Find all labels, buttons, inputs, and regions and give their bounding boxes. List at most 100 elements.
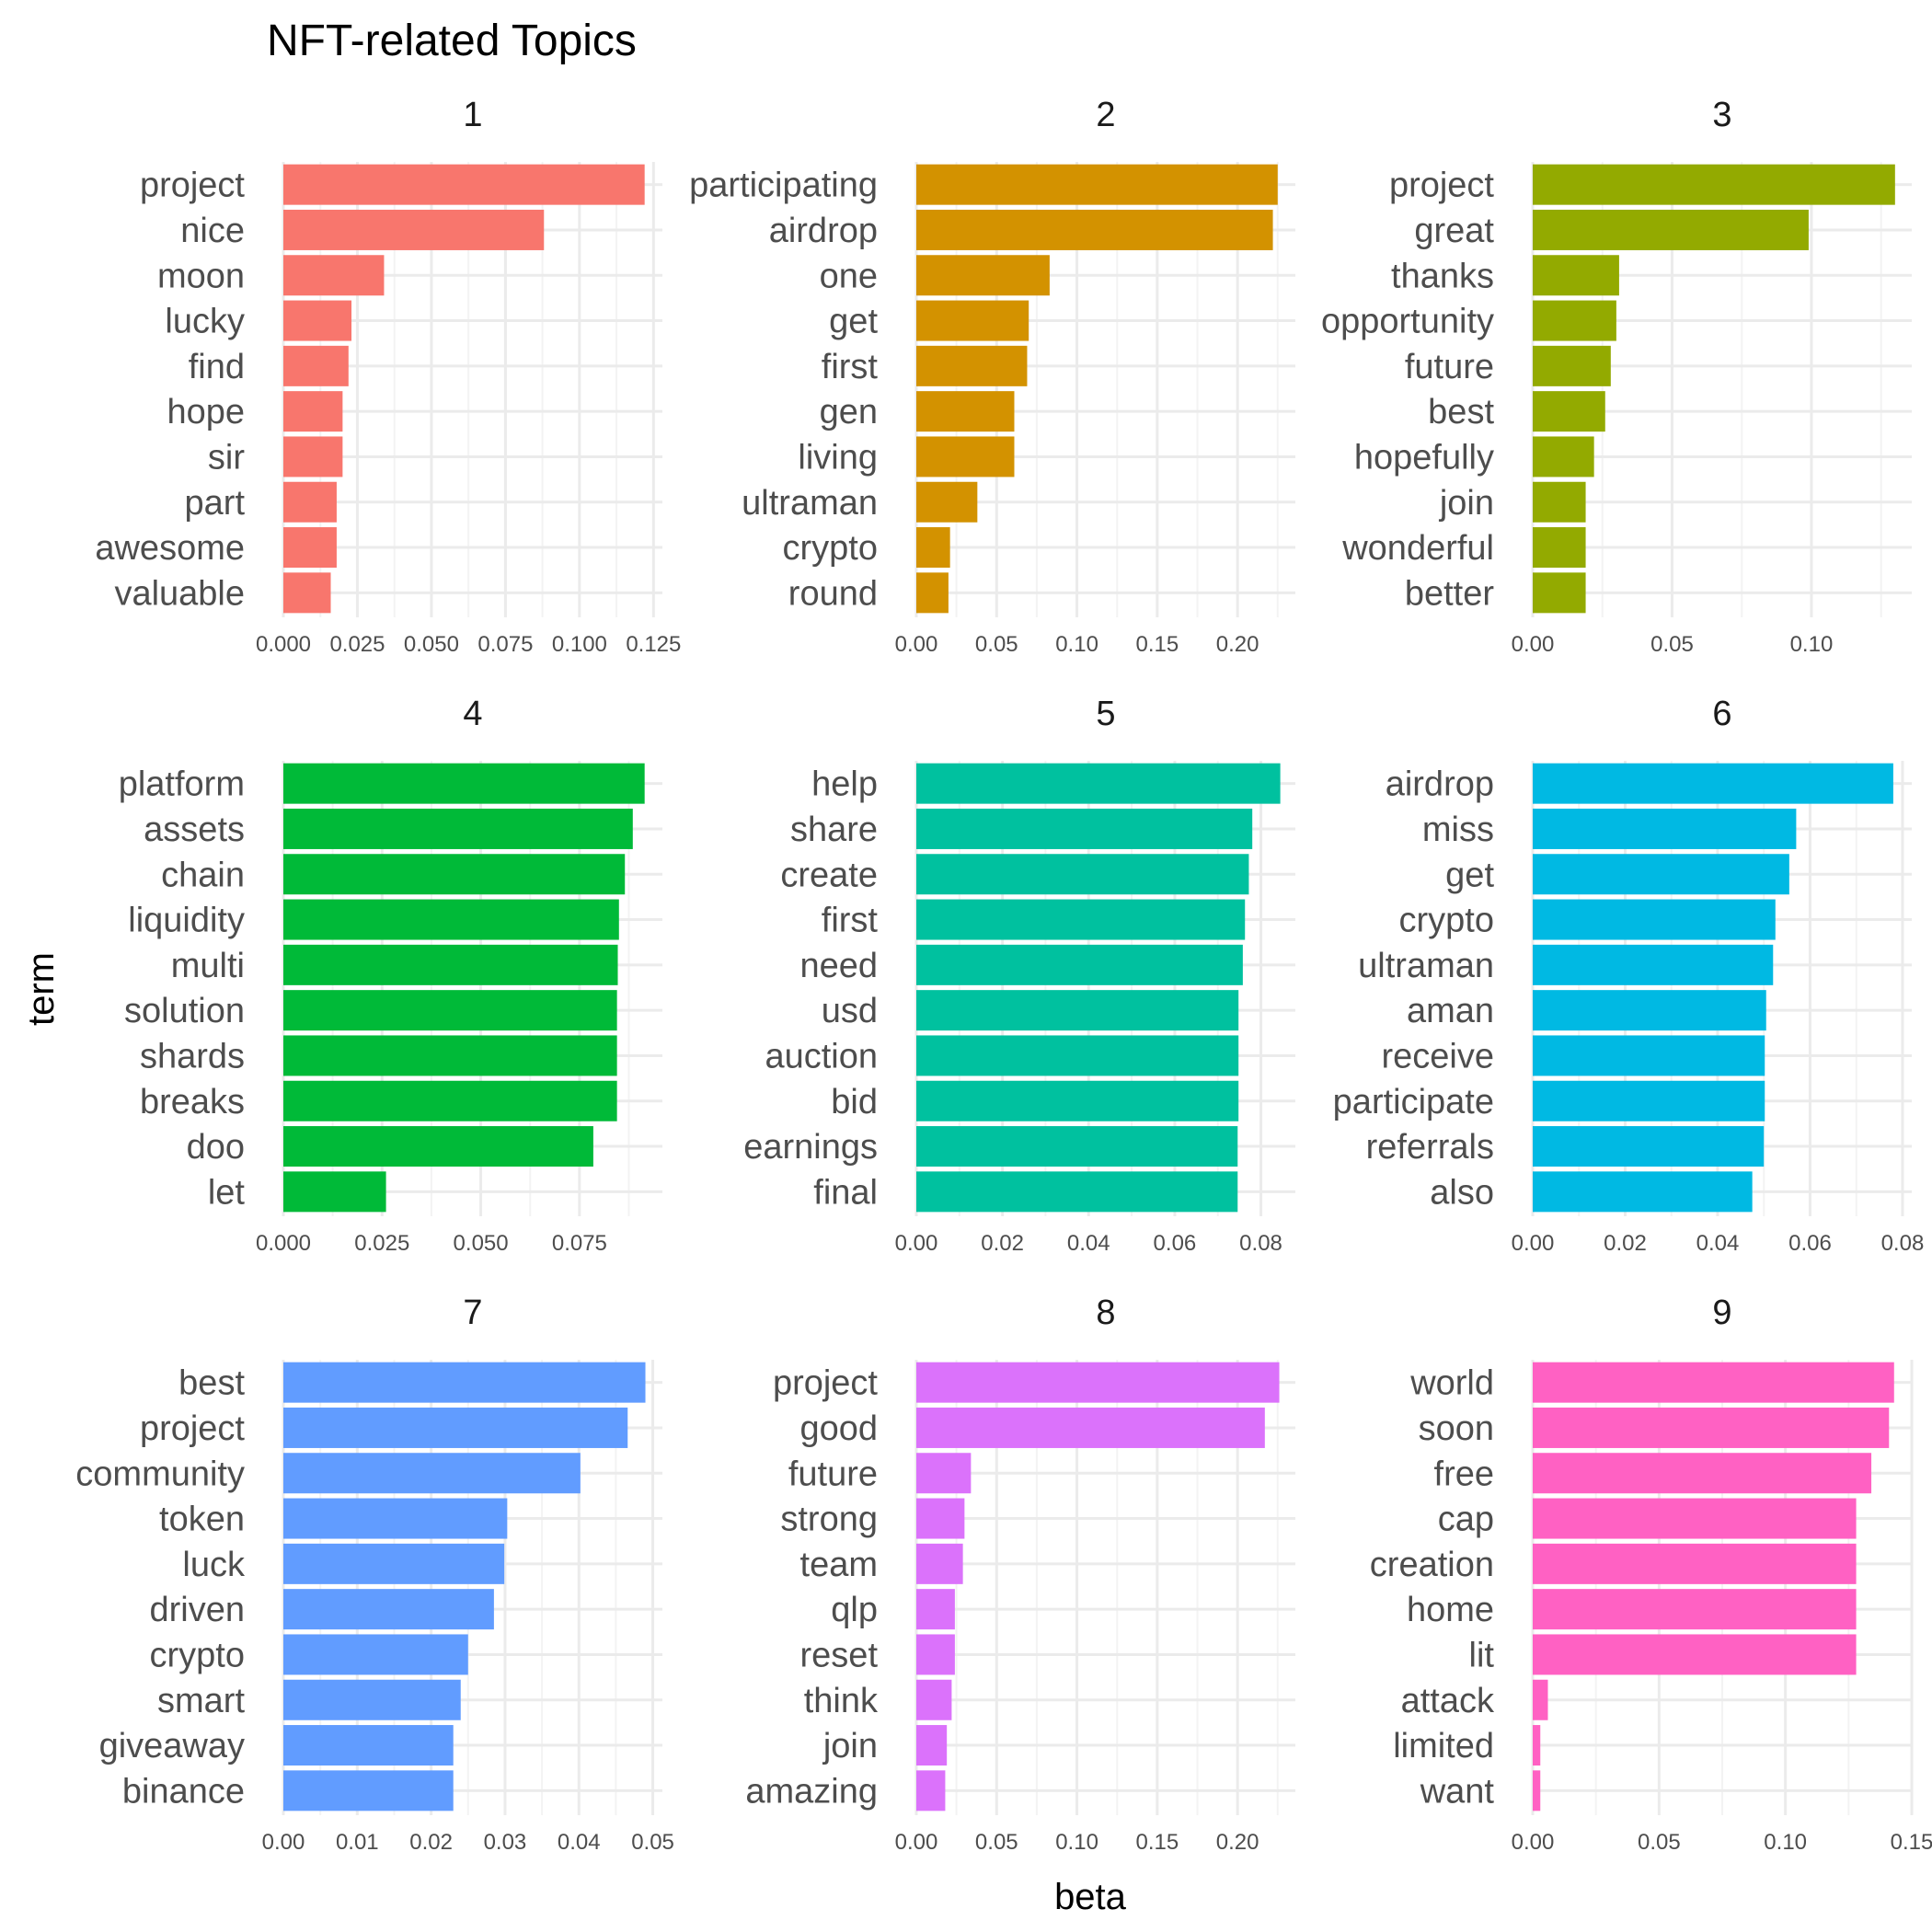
chart-title: NFT-related Topics — [267, 17, 637, 65]
term-label: one — [820, 257, 878, 295]
term-label: crypto — [150, 1636, 245, 1674]
term-label: amazing — [745, 1772, 878, 1811]
term-label: join — [1439, 484, 1494, 523]
facet-panel-6: 0.00 0.02 0.04 0.06 0.08 6 airdrop miss get crypt… — [1333, 695, 1925, 1256]
bar — [1533, 436, 1594, 477]
term-label: better — [1405, 574, 1495, 613]
bar — [916, 255, 1050, 296]
x-tick-label: 0.05 — [1638, 1830, 1681, 1855]
bar — [916, 899, 1246, 940]
facet-panel-1: 0.000 0.025 0.050 0.075 0.100 0.125 1 project ni… — [95, 96, 681, 657]
bar — [916, 1035, 1239, 1076]
term-label: best — [1428, 393, 1494, 431]
x-tick-label: 0.025 — [329, 632, 385, 657]
term-label: home — [1407, 1591, 1494, 1629]
x-tick-label: 0.125 — [626, 632, 681, 657]
bar — [1533, 1725, 1541, 1766]
bar — [283, 209, 545, 250]
term-label: soon — [1419, 1409, 1494, 1448]
term-label: need — [799, 947, 878, 985]
term-label: first — [822, 902, 879, 940]
x-tick-label: 0.02 — [1604, 1231, 1647, 1256]
term-label: multi — [171, 947, 245, 985]
bar — [283, 1080, 617, 1121]
bar — [916, 1407, 1265, 1448]
bar — [283, 944, 618, 985]
bar — [283, 527, 337, 569]
term-label: nice — [180, 212, 245, 250]
bar — [1533, 1589, 1857, 1630]
bar — [1533, 209, 1809, 250]
bar — [1533, 345, 1611, 386]
term-label: ultraman — [1358, 947, 1494, 985]
bar — [283, 345, 349, 386]
term-label: join — [822, 1727, 878, 1765]
bar — [1533, 1634, 1857, 1675]
x-tick-label: 0.05 — [631, 1830, 674, 1855]
term-label: usd — [822, 992, 878, 1030]
x-tick-label: 0.06 — [1154, 1231, 1197, 1256]
term-label: shards — [140, 1037, 245, 1075]
x-axis-title: beta — [1054, 1877, 1127, 1917]
bar — [916, 572, 949, 614]
x-tick-label: 0.05 — [1650, 632, 1694, 657]
bar — [916, 763, 1281, 804]
bar — [283, 1407, 628, 1448]
term-label: driven — [150, 1591, 246, 1629]
term-label: reset — [800, 1636, 879, 1674]
bar — [283, 808, 633, 849]
bar — [1533, 1770, 1541, 1811]
term-label: get — [829, 303, 878, 341]
term-label: create — [780, 856, 878, 894]
term-label: moon — [157, 257, 245, 295]
term-label: hope — [167, 393, 245, 431]
facet-panel-9: 0.00 0.05 0.10 0.15 9 world soon free cap creatio… — [1370, 1294, 1932, 1855]
term-label: sir — [208, 438, 245, 477]
bar — [283, 1126, 593, 1167]
facet-panel-3: 0.00 0.05 0.10 3 project great thanks opportuni… — [1321, 96, 1912, 657]
term-label: best — [178, 1364, 245, 1403]
term-label: final — [813, 1173, 878, 1212]
facet-strip-label: 4 — [463, 695, 482, 733]
x-tick-label: 0.00 — [1512, 632, 1555, 657]
term-label: valuable — [114, 574, 245, 613]
bar — [916, 300, 1029, 341]
term-label: earnings — [743, 1128, 878, 1167]
term-label: want — [1420, 1772, 1495, 1811]
facet-strip-label: 2 — [1096, 96, 1115, 134]
x-tick-label: 0.02 — [409, 1830, 453, 1855]
x-tick-label: 0.00 — [262, 1830, 305, 1855]
x-tick-label: 0.10 — [1055, 1830, 1098, 1855]
term-label: opportunity — [1321, 303, 1494, 341]
bar — [916, 209, 1273, 250]
term-label: find — [189, 348, 245, 386]
x-tick-label: 0.050 — [454, 1231, 509, 1256]
term-label: liquidity — [128, 902, 245, 940]
bar — [1533, 1080, 1765, 1121]
bar — [916, 1589, 955, 1630]
x-tick-label: 0.025 — [354, 1231, 409, 1256]
term-label: limited — [1393, 1727, 1494, 1765]
term-label: lucky — [165, 303, 245, 341]
x-tick-label: 0.15 — [1891, 1830, 1932, 1855]
term-label: think — [804, 1682, 879, 1720]
term-label: binance — [122, 1772, 245, 1811]
x-tick-label: 0.03 — [484, 1830, 527, 1855]
bar — [283, 1362, 646, 1403]
term-label: project — [140, 1409, 245, 1448]
x-tick-label: 0.01 — [336, 1830, 379, 1855]
bar — [916, 1171, 1238, 1213]
term-label: participate — [1333, 1083, 1494, 1121]
term-label: future — [788, 1455, 878, 1493]
x-tick-label: 0.06 — [1788, 1231, 1832, 1256]
bar — [1533, 1498, 1857, 1539]
bar — [1533, 808, 1797, 849]
bar — [916, 391, 1015, 432]
bar — [283, 1634, 468, 1675]
x-tick-label: 0.100 — [552, 632, 607, 657]
x-tick-label: 0.04 — [558, 1830, 601, 1855]
bar — [283, 990, 617, 1031]
term-label: creation — [1370, 1546, 1494, 1584]
x-tick-label: 0.08 — [1239, 1231, 1282, 1256]
